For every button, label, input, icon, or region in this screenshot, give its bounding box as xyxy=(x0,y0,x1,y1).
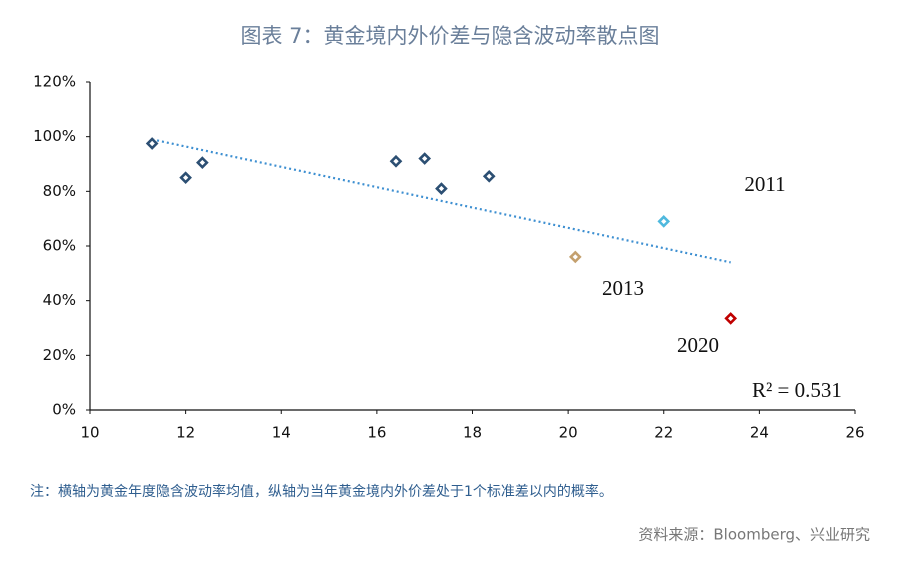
annotation: 2013 xyxy=(602,276,644,300)
x-tick-label: 22 xyxy=(654,424,673,442)
point xyxy=(196,156,209,169)
point xyxy=(145,137,159,150)
annotation: R² = 0.531 xyxy=(752,378,842,402)
point xyxy=(389,154,403,168)
point xyxy=(657,215,671,228)
y-tick-label: 0% xyxy=(52,401,76,419)
point xyxy=(179,171,192,185)
y-tick-label: 40% xyxy=(43,291,76,309)
point xyxy=(482,169,496,183)
x-tick-label: 20 xyxy=(559,424,578,442)
note: 注：横轴为黄金年度隐含波动率均值，纵轴为当年黄金境内外价差处于1个标准差以内的概… xyxy=(30,483,613,500)
chart-title: 图表 7：黄金境内外价差与隐含波动率散点图 xyxy=(240,24,659,48)
x-tick-label: 14 xyxy=(272,424,291,442)
y-tick-label: 20% xyxy=(43,346,76,364)
x-tick-label: 18 xyxy=(463,424,482,442)
point xyxy=(435,182,448,195)
point xyxy=(418,152,432,165)
x-tick-label: 12 xyxy=(176,424,195,442)
y-tick-label: 80% xyxy=(43,182,76,200)
annotation: 2011 xyxy=(744,172,785,196)
y-tick-label: 100% xyxy=(33,127,76,145)
source: 资料来源：Bloomberg、兴业研究 xyxy=(638,526,870,544)
point xyxy=(724,312,738,325)
x-tick-label: 16 xyxy=(367,424,386,442)
trendline xyxy=(151,138,731,264)
y-tick-label: 60% xyxy=(43,237,76,255)
y-tick-label: 120% xyxy=(33,73,76,91)
x-tick-label: 24 xyxy=(750,424,769,442)
x-tick-label: 10 xyxy=(80,424,99,442)
x-tick-label: 26 xyxy=(845,424,864,442)
point xyxy=(568,250,582,264)
annotation: 2020 xyxy=(677,333,719,357)
